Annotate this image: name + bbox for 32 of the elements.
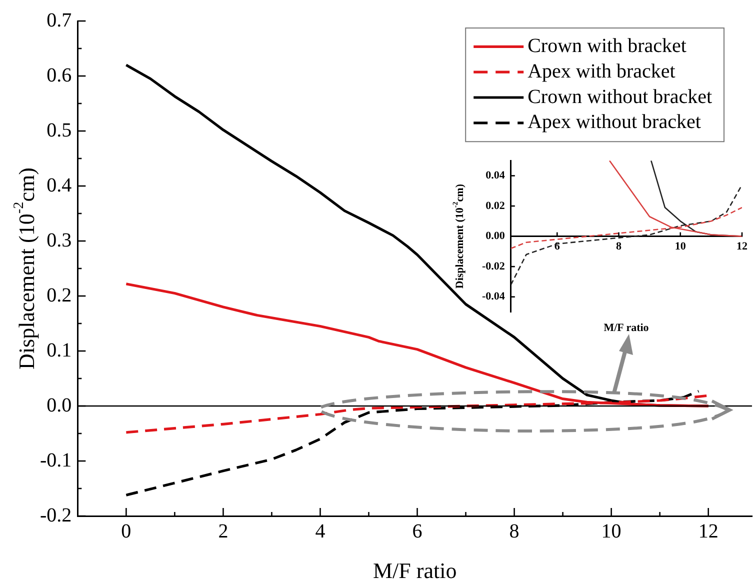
y-tick-label: -0.1 <box>40 449 72 472</box>
legend-label: Crown without bracket <box>528 86 712 108</box>
y-tick-label: 0.00 <box>486 230 506 242</box>
y-tick-label: -0.02 <box>482 260 506 272</box>
y-tick-label: 0.6 <box>46 64 72 86</box>
y-tick-label: 0.4 <box>46 174 72 196</box>
y-tick-label: -0.04 <box>482 290 506 303</box>
x-tick-label: 2 <box>218 520 228 542</box>
x-tick-label: 0 <box>121 520 132 542</box>
x-tick-label: 12 <box>698 520 718 542</box>
y-tick-label: 0.3 <box>46 229 72 252</box>
x-tick-label: 10 <box>674 240 686 253</box>
x-tick-label: 12 <box>736 240 748 253</box>
y-tick-label: 0.0 <box>46 394 72 416</box>
x-axis-title: M/F ratio <box>372 558 457 583</box>
y-tick-label: 0.2 <box>46 284 72 306</box>
x-axis-title: M/F ratio <box>604 322 650 334</box>
y-axis-title: Displacement (10-2cm) <box>10 168 39 370</box>
x-tick-label: 6 <box>412 520 422 542</box>
y-tick-label: 0.04 <box>486 170 506 182</box>
x-tick-label: 4 <box>315 520 326 542</box>
legend-label: Apex without bracket <box>528 111 702 134</box>
legend-label: Crown with bracket <box>528 34 687 57</box>
x-tick-label: 8 <box>509 520 520 542</box>
legend-label: Apex with bracket <box>528 60 676 82</box>
y-tick-label: 0.1 <box>46 339 72 362</box>
y-tick-label: 0.02 <box>486 200 506 212</box>
y-tick-label: -0.2 <box>40 504 72 526</box>
y-tick-label: 0.5 <box>46 119 72 142</box>
y-tick-label: 0.7 <box>46 9 72 32</box>
x-tick-label: 10 <box>601 520 622 542</box>
x-tick-label: 8 <box>616 240 622 253</box>
